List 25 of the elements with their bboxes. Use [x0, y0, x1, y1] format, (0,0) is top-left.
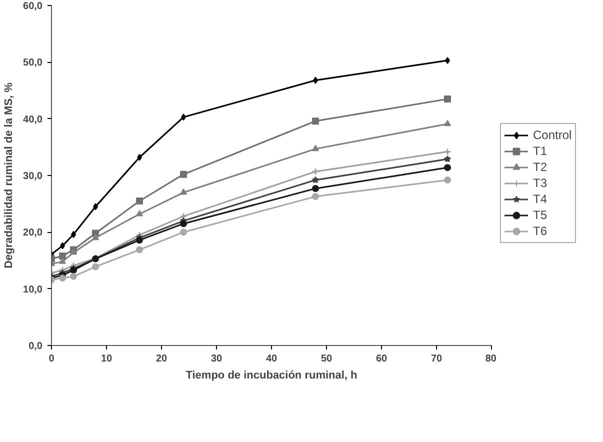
x-tick-label: 50: [320, 354, 332, 364]
legend-label: T4: [533, 191, 548, 207]
x-tick-label: 40: [266, 354, 278, 364]
x-tick-label: 20: [156, 354, 168, 364]
y-tick-label: 30,0: [23, 171, 43, 182]
legend-label: T5: [533, 207, 548, 223]
x-tick-label: 80: [485, 354, 497, 364]
x-axis-title: Tiempo de incubación ruminal, h: [186, 370, 358, 382]
x-tick-label: 60: [376, 354, 388, 364]
x-tick-label: 10: [100, 354, 112, 364]
y-tick-label: 60,0: [23, 1, 43, 12]
x-tick-label: 30: [210, 354, 222, 364]
y-tick-label: 50,0: [23, 58, 43, 69]
legend-label: Control: [533, 127, 572, 143]
legend-label: T6: [533, 223, 548, 239]
y-tick-label: 0,0: [28, 341, 43, 352]
y-tick-label: 20,0: [23, 228, 43, 239]
y-tick-label: 10,0: [23, 284, 43, 296]
x-tick-label: 0: [48, 354, 55, 364]
x-tick-label: 70: [430, 354, 442, 364]
legend-label: T1: [533, 143, 548, 159]
y-axis-title: Degradabilidad ruminal de la MS, %: [3, 82, 16, 268]
legend-label: T2: [533, 159, 548, 175]
legend-label: T3: [533, 175, 548, 191]
y-tick-label: 40,0: [23, 114, 43, 126]
